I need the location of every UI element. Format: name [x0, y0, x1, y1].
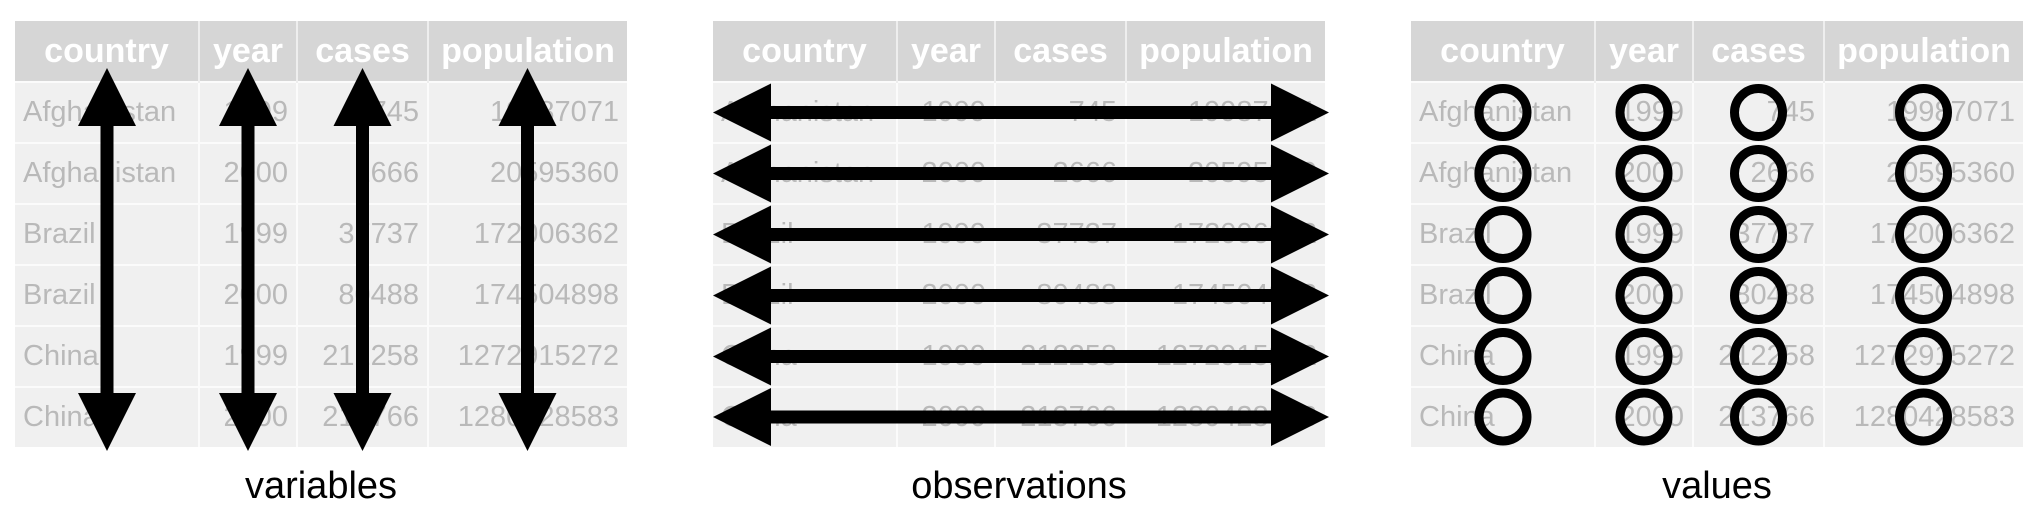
observations-overlay: [713, 83, 1329, 446]
arrow-head-left-icon: [713, 266, 771, 325]
value-circle-cases-row-6: [1730, 388, 1787, 446]
arrow-head-right-icon: [1271, 83, 1329, 142]
column-header-year: year: [1595, 21, 1694, 82]
value-circle-year-row-5: [1615, 328, 1673, 385]
arrow-head-down-icon: [333, 393, 392, 451]
column-header-cases: cases: [995, 21, 1127, 82]
value-circle-population-row-6: [1895, 388, 1952, 446]
value-circle-cases-row-1: [1730, 84, 1787, 141]
arrow-head-left-icon: [713, 144, 771, 203]
value-circle-country-row-5: [1474, 328, 1532, 385]
value-circle-year-row-4: [1615, 267, 1673, 324]
value-circle-year-row-2: [1615, 145, 1673, 202]
column-header-cases: cases: [297, 21, 429, 82]
arrow-head-up-icon: [333, 68, 392, 126]
variables-panel: countryyearcasespopulationAfghanistan199…: [15, 21, 627, 451]
column-header-population: population: [428, 21, 627, 82]
value-circle-population-row-1: [1895, 84, 1952, 141]
arrow-head-right-icon: [1271, 266, 1329, 325]
cell-cases: 80488: [297, 264, 429, 326]
value-circle-year-row-6: [1615, 388, 1673, 446]
observations-panel: countryyearcasespopulationAfghanistan199…: [713, 21, 1329, 447]
arrow-head-right-icon: [1271, 327, 1329, 386]
arrow-head-up-icon: [219, 68, 277, 126]
value-circle-cases-row-5: [1730, 328, 1787, 385]
value-circle-country-row-1: [1474, 84, 1532, 141]
arrow-head-down-icon: [78, 393, 136, 451]
column-header-population: population: [1126, 21, 1325, 82]
caption-values: values: [1662, 465, 1772, 507]
arrow-head-up-icon: [498, 68, 557, 126]
header-row: country year cases population: [713, 21, 1325, 82]
values-panel: country year cases population Afghanistan 199…: [1411, 21, 2023, 447]
value-circle-country-row-6: [1474, 388, 1532, 446]
value-circle-cases-row-4: [1730, 267, 1787, 324]
value-circle-year-row-3: [1615, 206, 1673, 263]
column-header-population: population: [1824, 21, 2023, 82]
caption-observations: observations: [911, 465, 1127, 507]
column-header-country: country: [1411, 21, 1596, 82]
arrow-head-left-icon: [713, 327, 771, 386]
value-circle-country-row-2: [1474, 145, 1532, 202]
header-row: country year cases population: [1411, 21, 2023, 82]
value-circle-country-row-4: [1474, 267, 1532, 324]
value-circle-population-row-4: [1895, 267, 1952, 324]
value-circle-cases-row-2: [1730, 145, 1787, 202]
arrow-head-left-icon: [713, 388, 771, 446]
arrow-head-right-icon: [1271, 205, 1329, 264]
value-circle-population-row-3: [1895, 206, 1952, 263]
column-header-year: year: [897, 21, 996, 82]
arrow-head-down-icon: [498, 393, 557, 451]
column-header-cases: cases: [1693, 21, 1825, 82]
value-circle-population-row-2: [1895, 145, 1952, 202]
value-circle-cases-row-3: [1730, 206, 1787, 263]
arrow-head-down-icon: [219, 393, 277, 451]
arrow-head-left-icon: [713, 205, 771, 264]
value-circle-country-row-3: [1474, 206, 1532, 263]
column-header-country: country: [713, 21, 898, 82]
values-overlay: [1474, 84, 1952, 446]
arrow-head-right-icon: [1271, 388, 1329, 446]
value-circle-year-row-1: [1615, 84, 1673, 141]
arrow-head-up-icon: [78, 68, 136, 126]
arrow-head-left-icon: [713, 83, 771, 142]
arrow-head-right-icon: [1271, 144, 1329, 203]
value-circle-population-row-5: [1895, 328, 1952, 385]
caption-variables: variables: [244, 465, 398, 507]
variables-overlay: [78, 68, 557, 451]
